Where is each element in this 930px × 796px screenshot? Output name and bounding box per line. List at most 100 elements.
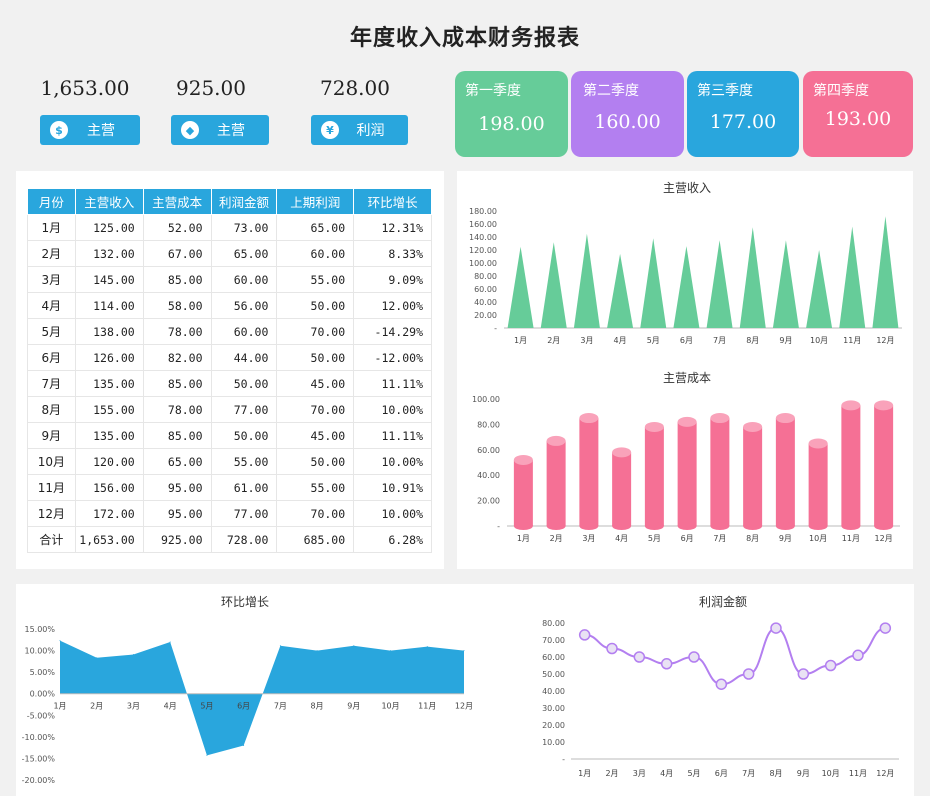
x-tick-label: 1月 — [53, 702, 66, 711]
quarter-value: 177.00 — [709, 111, 777, 133]
quarter-value: 160.00 — [594, 111, 661, 133]
y-tick-label: 5.00% — [30, 668, 56, 677]
table-cell: 156.00 — [74, 474, 144, 501]
table-cell: 9.09% — [353, 266, 432, 293]
table-cell: 78.00 — [142, 318, 212, 345]
quarter-card-q2[interactable]: 第二季度 160.00 — [571, 71, 684, 157]
quarter-value: 193.00 — [824, 108, 892, 130]
table-cell: 114.00 — [74, 292, 144, 319]
x-tick-label: 2月 — [550, 534, 563, 543]
x-tick-label: 10月 — [822, 769, 840, 778]
table-cell: 56.00 — [210, 292, 278, 319]
cost-cylinder-top — [677, 416, 697, 427]
x-tick-label: 7月 — [274, 702, 287, 711]
y-tick-label: 70.00 — [542, 636, 565, 645]
cost-cylinder-top — [841, 400, 861, 411]
revenue-button[interactable]: $ 主营 — [40, 115, 140, 145]
table-cell: 685.00 — [276, 526, 355, 553]
revenue-triangle-bar — [772, 240, 799, 328]
x-tick-label: 4月 — [615, 534, 628, 543]
cost-cylinder-base — [743, 522, 763, 530]
y-tick-label: 20.00 — [474, 311, 497, 320]
profit-button[interactable]: ¥ 利润 — [311, 115, 408, 145]
growth-point — [353, 645, 355, 647]
profit-point — [824, 659, 837, 672]
x-tick-label: 12月 — [875, 534, 893, 543]
table-cell: 12.31% — [353, 214, 432, 241]
quarter-card-q3[interactable]: 第三季度 177.00 — [687, 71, 799, 157]
x-tick-label: 7月 — [742, 769, 755, 778]
revenue-button-label: 主营 — [87, 123, 115, 139]
table-cell: 8.33% — [353, 240, 432, 267]
quarter-name: 第一季度 — [465, 83, 521, 99]
y-tick-label: - — [497, 522, 500, 531]
cost-cylinder-top — [743, 421, 763, 432]
table-cell: 85.00 — [142, 422, 212, 449]
table-cell: 3月 — [27, 266, 76, 293]
table-cell: 82.00 — [142, 344, 212, 371]
growth-point — [59, 640, 61, 642]
cost-cylinder-bar — [546, 440, 566, 526]
cost-cylinder-bar — [710, 418, 730, 526]
col-header-prev-profit: 上期利润 — [276, 188, 355, 215]
growth-point — [463, 650, 465, 652]
x-tick-label: 9月 — [797, 769, 810, 778]
quarter-name: 第三季度 — [697, 83, 753, 99]
growth-point — [169, 641, 171, 643]
table-cell: 6.28% — [353, 526, 432, 553]
cost-cylinder-bar — [775, 418, 795, 526]
x-tick-label: 11月 — [843, 336, 861, 345]
y-tick-label: -5.00% — [27, 711, 56, 720]
y-tick-label: 40.00 — [477, 471, 500, 480]
x-tick-label: 4月 — [614, 336, 627, 345]
table-row: 9月 135.00 85.00 50.00 45.00 11.11% — [27, 422, 432, 449]
cost-button-label: 主营 — [217, 123, 245, 139]
table-cell: -14.29% — [353, 318, 432, 345]
cost-cylinder-bar — [612, 452, 632, 526]
y-tick-label: -15.00% — [22, 754, 56, 763]
table-cell: 85.00 — [142, 266, 212, 293]
chart-title: 环比增长 — [221, 595, 269, 609]
cost-cylinder-base — [874, 522, 894, 530]
x-tick-label: 3月 — [580, 336, 593, 345]
x-tick-label: 3月 — [127, 702, 140, 711]
cost-cylinder-base — [579, 522, 599, 530]
cost-cylinder-base — [513, 522, 533, 530]
y-tick-label: -20.00% — [22, 776, 56, 785]
quarter-name: 第二季度 — [583, 83, 639, 99]
table-row: 5月 138.00 78.00 60.00 70.00 -14.29% — [27, 318, 432, 345]
growth-point — [390, 650, 392, 652]
cost-cylinder-base — [612, 522, 632, 530]
table-row: 8月 155.00 78.00 77.00 70.00 10.00% — [27, 396, 432, 423]
table-cell: 135.00 — [74, 422, 144, 449]
cost-cylinder-top — [874, 400, 894, 411]
coin-bag-icon: $ — [50, 121, 68, 139]
quarter-name: 第四季度 — [813, 83, 869, 99]
y-tick-label: 140.00 — [469, 233, 497, 242]
y-tick-label: 30.00 — [542, 704, 565, 713]
y-tick-label: 40.00 — [542, 687, 565, 696]
quarter-card-q1[interactable]: 第一季度 198.00 — [455, 71, 568, 157]
chart-title: 主营收入 — [663, 181, 711, 195]
x-tick-label: 5月 — [200, 702, 213, 711]
growth-point — [316, 650, 318, 652]
growth-point — [426, 646, 428, 648]
table-cell: 55.00 — [276, 266, 355, 293]
y-tick-label: 0.00% — [30, 690, 56, 699]
yen-icon: ¥ — [321, 121, 339, 139]
kpi-profit-value: 728.00 — [320, 76, 390, 100]
quarter-card-q4[interactable]: 第四季度 193.00 — [803, 71, 913, 157]
table-cell: 70.00 — [276, 318, 355, 345]
table-cell: 10.00% — [353, 396, 432, 423]
cost-cylinder-bar — [874, 405, 894, 526]
table-row: 12月 172.00 95.00 77.00 70.00 10.00% — [27, 500, 432, 527]
table-cell: 2月 — [27, 240, 76, 267]
cost-button[interactable]: ◆ 主营 — [171, 115, 269, 145]
table-cell: 65.00 — [276, 214, 355, 241]
y-tick-label: 10.00% — [24, 647, 55, 656]
table-cell: 10.00% — [353, 448, 432, 475]
table-panel: 月份 主营收入 主营成本 利润金额 上期利润 环比增长 1月 125.00 52.0… — [16, 171, 444, 569]
x-tick-label: 6月 — [715, 769, 728, 778]
x-tick-label: 4月 — [164, 702, 177, 711]
x-tick-label: 10月 — [809, 534, 827, 543]
